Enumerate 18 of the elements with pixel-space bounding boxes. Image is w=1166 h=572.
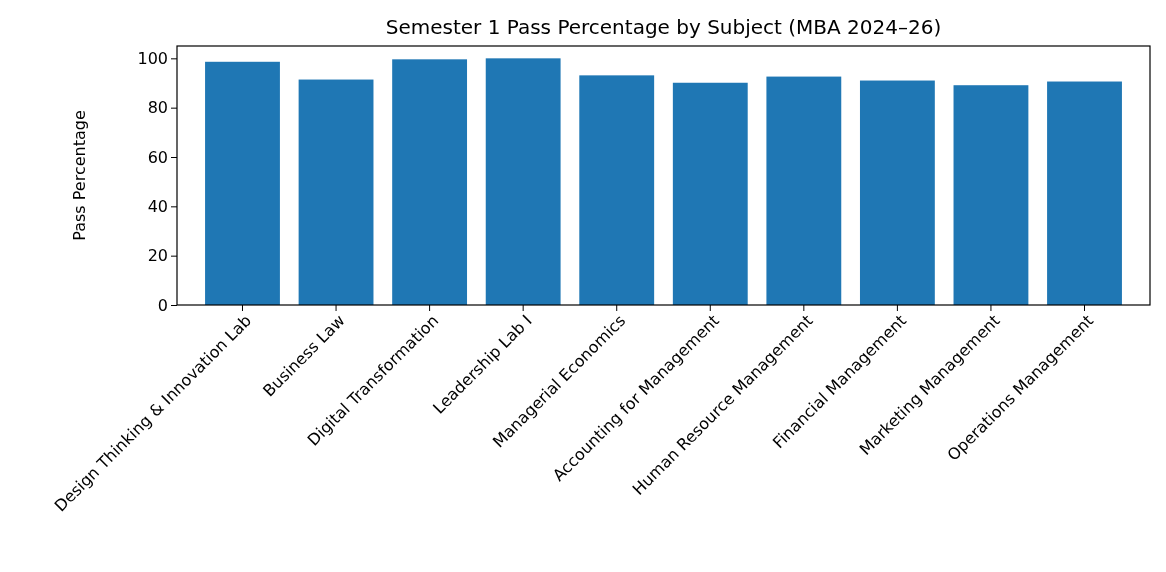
y-tick-label: 20 — [147, 246, 168, 266]
bar — [205, 61, 280, 305]
y-tick-label: 0 — [157, 295, 168, 315]
bar — [579, 75, 655, 305]
y-tick-label: 40 — [147, 196, 168, 216]
y-tick-label: 80 — [147, 98, 168, 118]
y-axis-title: Pass Percentage — [70, 110, 89, 241]
bar — [392, 59, 468, 305]
chart-title: Semester 1 Pass Percentage by Subject (MBA 2024–26) — [385, 15, 942, 39]
bar — [859, 80, 935, 305]
bar — [298, 79, 374, 305]
bar — [1047, 81, 1122, 305]
y-tick-label: 60 — [147, 147, 168, 167]
bar — [485, 58, 561, 305]
bar — [672, 82, 748, 305]
bar — [766, 76, 842, 305]
bar — [953, 85, 1029, 305]
y-tick-label: 100 — [137, 48, 168, 68]
